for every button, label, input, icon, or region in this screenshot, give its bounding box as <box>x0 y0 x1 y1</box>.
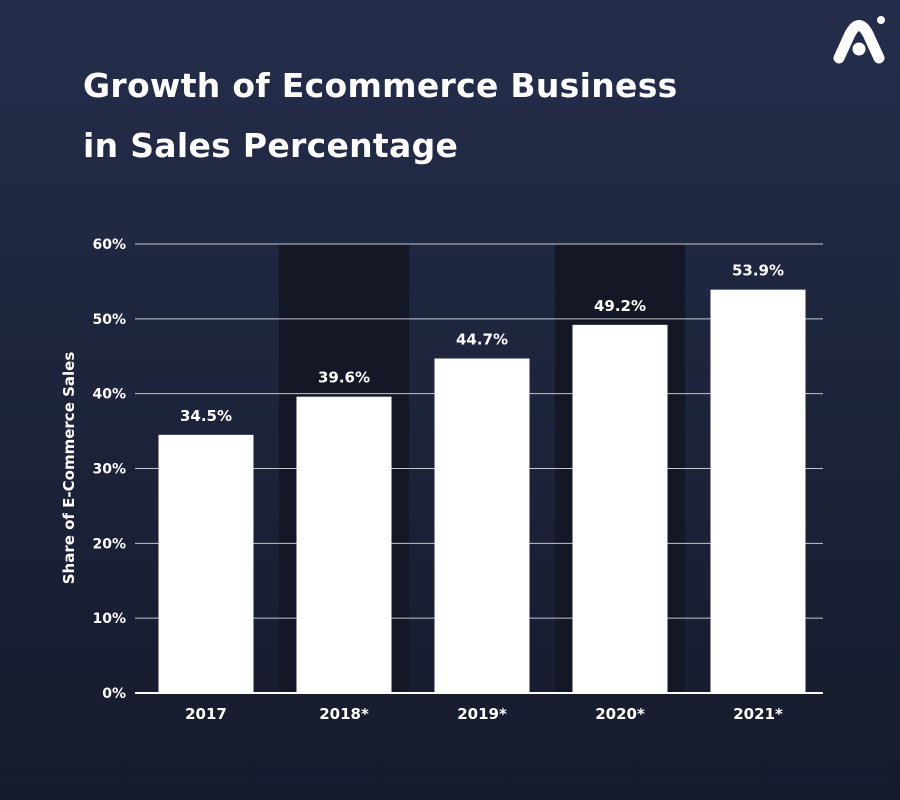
data-label: 53.9% <box>732 262 784 280</box>
x-tick-label: 2017 <box>185 705 227 723</box>
y-tick-label: 0% <box>102 686 126 702</box>
bar <box>296 396 392 693</box>
bar <box>710 289 806 693</box>
y-tick-label: 20% <box>92 536 126 552</box>
y-tick-label: 40% <box>92 387 126 403</box>
x-tick-label: 2020* <box>595 705 645 723</box>
y-axis-title: Share of E-Commerce Sales <box>60 352 78 585</box>
title-line-1: Growth of Ecommerce Business <box>83 66 678 105</box>
y-tick-label: 60% <box>92 237 126 253</box>
y-tick-label: 30% <box>92 462 126 478</box>
x-tick-label: 2021* <box>733 705 783 723</box>
chart-title: Growth of Ecommerce Business in Sales Pe… <box>83 56 678 176</box>
y-tick-label: 50% <box>92 312 126 328</box>
x-tick-label: 2018* <box>319 705 369 723</box>
data-label: 44.7% <box>456 330 508 348</box>
bar <box>434 358 530 693</box>
data-label: 39.6% <box>318 369 370 387</box>
y-tick-label: 10% <box>92 611 126 627</box>
data-label: 49.2% <box>594 297 646 315</box>
bar <box>158 434 254 693</box>
x-tick-label: 2019* <box>457 705 507 723</box>
brand-logo-icon <box>833 16 885 64</box>
bar <box>572 324 668 693</box>
data-label: 34.5% <box>180 407 232 425</box>
title-line-2: in Sales Percentage <box>83 126 459 165</box>
